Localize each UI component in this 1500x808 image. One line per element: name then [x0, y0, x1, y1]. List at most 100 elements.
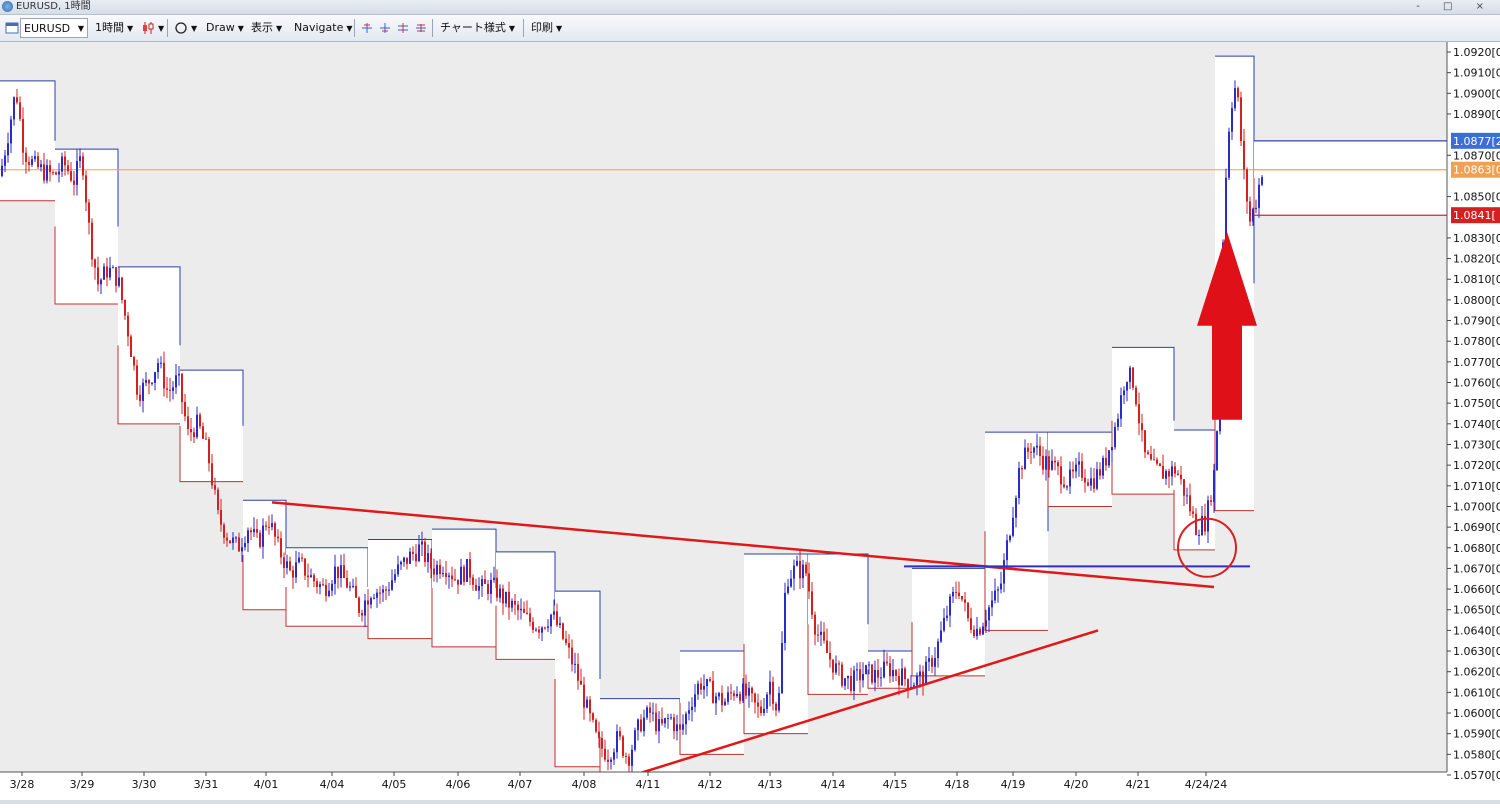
- candle-body: [133, 356, 135, 366]
- candle: [40, 159, 42, 172]
- candle: [1042, 446, 1044, 475]
- candle: [1123, 386, 1125, 405]
- candle-body: [805, 564, 807, 574]
- crosshair-button[interactable]: [358, 18, 376, 38]
- candle: [550, 613, 552, 634]
- price-chart[interactable]: 1.0920[0 1.0910[0 1.0900[0 1.0890[0 1.0870[0…: [0, 42, 1500, 804]
- candle-body: [1000, 583, 1002, 590]
- candle-body: [250, 530, 252, 533]
- candle-body: [916, 675, 918, 686]
- candle-body: [415, 553, 417, 562]
- candle: [97, 256, 99, 292]
- candle: [706, 678, 708, 697]
- candle-body: [1033, 447, 1035, 453]
- candle-body: [289, 561, 291, 571]
- candle-body: [340, 565, 342, 579]
- symbol-selector[interactable]: EURUSD ▼: [20, 18, 88, 38]
- y-tick-label: 1.0790[0: [1453, 315, 1500, 328]
- daily-range-box: [118, 266, 180, 424]
- candle-body: [268, 526, 270, 528]
- candle-body: [1087, 482, 1089, 486]
- y-tick-label: 1.0740[0: [1453, 418, 1500, 431]
- candle-body: [781, 642, 783, 694]
- candle: [535, 627, 537, 632]
- y-tick-label: 1.0620[0: [1453, 666, 1500, 679]
- up-arrow: [1197, 231, 1257, 420]
- candle-body: [1180, 474, 1182, 480]
- candle: [700, 677, 702, 695]
- candle: [268, 515, 270, 535]
- candle: [25, 147, 27, 174]
- candle-body: [667, 717, 669, 719]
- candle-body: [400, 561, 402, 565]
- candle-body: [1120, 395, 1122, 419]
- chevron-down-icon: ▼: [127, 24, 134, 33]
- candle: [1054, 456, 1056, 471]
- candle-body: [373, 597, 375, 599]
- candle-body: [55, 172, 57, 175]
- y-tick-label: 1.0680[0: [1453, 542, 1500, 555]
- candle: [583, 676, 585, 720]
- candle: [877, 659, 879, 687]
- candle: [1186, 487, 1188, 505]
- candle: [499, 584, 501, 603]
- daily-high-border: [180, 369, 244, 426]
- window-controls[interactable]: - □ ×: [1416, 1, 1494, 12]
- candle: [547, 619, 549, 632]
- candle: [811, 582, 813, 620]
- draw-menu[interactable]: Draw ▼: [203, 18, 247, 38]
- navigate-label: Navigate: [294, 21, 344, 34]
- print-menu[interactable]: 印刷 ▼: [528, 18, 565, 38]
- candle: [73, 171, 75, 196]
- zoom-out-button[interactable]: [394, 18, 412, 38]
- chart-area[interactable]: 1.0920[0 1.0910[0 1.0900[0 1.0890[0 1.0870[0…: [0, 42, 1500, 808]
- timeframe-selector[interactable]: 1時間 ▼: [92, 18, 136, 38]
- candle: [130, 334, 132, 357]
- candle-type-button[interactable]: ▼: [138, 18, 167, 38]
- candle: [997, 586, 999, 603]
- y-tick-label: 1.0580[0: [1453, 748, 1500, 761]
- candle: [823, 622, 825, 644]
- candle: [931, 655, 933, 674]
- candle-body: [82, 156, 84, 176]
- chart-window-icon[interactable]: [2, 18, 22, 38]
- candle: [961, 595, 963, 602]
- candle: [913, 682, 915, 687]
- candle: [565, 630, 567, 646]
- zoom-in-button[interactable]: [376, 18, 394, 38]
- y-tick-label: 1.0760[0: [1453, 377, 1500, 390]
- candle: [466, 558, 468, 583]
- chevron-down-icon: ▼: [77, 24, 84, 33]
- candle-body: [640, 719, 642, 732]
- navigate-menu[interactable]: Navigate ▼: [291, 18, 356, 38]
- candle-body: [241, 547, 243, 552]
- y-tick-label: 1.0800[0: [1453, 294, 1500, 307]
- candle: [976, 616, 978, 640]
- candle: [925, 656, 927, 685]
- daily-low-border: [1047, 469, 1112, 507]
- candle-body: [1066, 486, 1068, 488]
- x-tick-label: 4/21: [1126, 778, 1151, 791]
- candle-body: [1111, 447, 1113, 451]
- candle-body: [961, 596, 963, 600]
- candle-body: [115, 267, 117, 286]
- candle: [541, 626, 543, 642]
- candle: [196, 406, 198, 440]
- candle: [1156, 457, 1158, 466]
- candle-body: [976, 628, 978, 637]
- y-tick-label: 1.0630[0: [1453, 645, 1500, 658]
- candle: [718, 691, 720, 701]
- candle-body: [991, 600, 993, 608]
- candle: [1087, 478, 1089, 487]
- candle-body: [376, 592, 378, 598]
- shape-tool-button[interactable]: ▼: [171, 18, 200, 38]
- candle: [79, 148, 81, 168]
- candle: [595, 718, 597, 734]
- autoscroll-button[interactable]: [412, 18, 430, 38]
- candle: [184, 393, 186, 422]
- display-menu[interactable]: 表示 ▼: [248, 18, 285, 38]
- candle: [286, 554, 288, 575]
- candle-body: [1054, 460, 1056, 463]
- candle: [841, 661, 843, 688]
- chart-style-menu[interactable]: チャート様式 ▼: [437, 18, 518, 38]
